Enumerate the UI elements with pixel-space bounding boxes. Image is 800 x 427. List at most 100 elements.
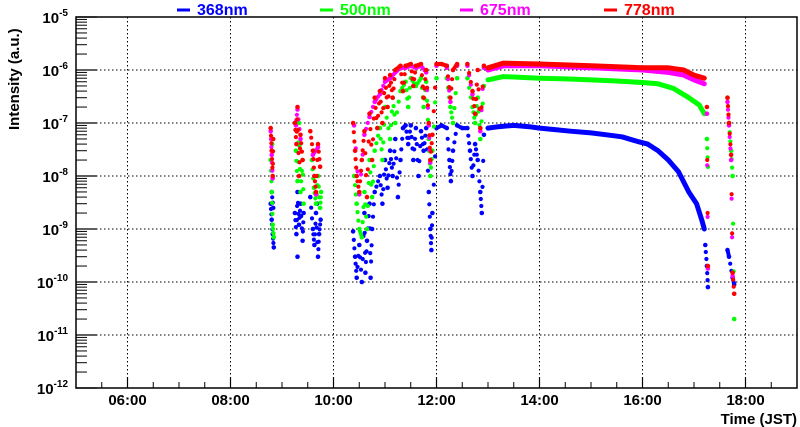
data-point	[445, 74, 451, 79]
data-point	[318, 195, 323, 200]
data-point	[406, 62, 412, 67]
data-point	[309, 142, 315, 147]
data-point	[730, 270, 735, 276]
data-point	[450, 120, 456, 126]
data-point	[428, 165, 434, 170]
data-point	[728, 152, 734, 158]
legend-label: 500nm	[340, 2, 391, 19]
data-point	[466, 133, 471, 138]
data-point	[467, 141, 472, 146]
data-point	[397, 170, 402, 175]
data-point	[392, 77, 397, 82]
data-point	[362, 132, 367, 138]
data-point	[425, 98, 430, 103]
data-point	[730, 165, 735, 170]
data-point	[474, 82, 479, 87]
data-point	[299, 214, 304, 219]
data-point	[294, 231, 299, 237]
data-point	[468, 157, 473, 162]
data-point	[431, 124, 436, 129]
data-point	[269, 217, 275, 222]
data-point	[367, 114, 372, 120]
data-point	[301, 220, 306, 225]
data-point	[423, 133, 428, 138]
data-point	[390, 95, 396, 100]
data-point	[352, 183, 358, 188]
y-tick-base: 10	[42, 10, 59, 27]
data-point	[731, 284, 736, 289]
data-point	[356, 218, 361, 223]
data-point	[391, 86, 396, 91]
y-tick-exponent: -5	[59, 8, 68, 19]
legend-item-675nm: 675nm	[460, 2, 531, 19]
data-point	[405, 104, 411, 110]
data-point	[394, 175, 400, 180]
data-point	[317, 227, 322, 232]
data-point	[431, 109, 436, 114]
data-point	[359, 279, 365, 285]
data-point	[292, 120, 298, 126]
data-point	[475, 157, 481, 163]
data-marks	[268, 60, 737, 322]
data-point	[358, 232, 364, 237]
data-point	[391, 104, 396, 109]
data-point	[295, 200, 301, 205]
data-point	[300, 229, 305, 234]
data-point	[388, 157, 394, 162]
data-point	[728, 157, 734, 163]
data-point	[360, 256, 365, 262]
legend-label: 778nm	[624, 2, 675, 19]
data-point	[295, 127, 301, 133]
data-point	[296, 173, 302, 179]
data-point	[308, 128, 313, 134]
data-point	[450, 158, 455, 163]
data-point	[369, 259, 374, 264]
data-point	[385, 185, 390, 191]
data-point	[425, 85, 430, 90]
data-point	[358, 168, 364, 173]
data-point	[318, 217, 323, 222]
data-point	[474, 152, 479, 157]
data-point	[704, 256, 709, 262]
series-trend-line	[485, 60, 707, 81]
data-point	[296, 120, 302, 126]
data-point	[378, 136, 383, 141]
data-point	[367, 111, 372, 116]
data-point	[480, 184, 485, 189]
x-tick-label: 08:00	[211, 392, 249, 409]
data-point	[725, 99, 730, 105]
data-point	[453, 63, 458, 69]
data-point	[450, 77, 455, 82]
data-point	[413, 125, 419, 131]
x-axis-title: Time (JST)	[721, 411, 797, 427]
x-tick-label: 14:00	[520, 392, 558, 409]
data-point	[478, 136, 483, 142]
data-point	[269, 152, 275, 158]
data-point	[437, 124, 442, 129]
data-point	[308, 194, 313, 200]
data-point	[270, 195, 275, 200]
data-point	[399, 147, 404, 152]
y-tick-label: 10-8	[42, 167, 68, 186]
data-point	[383, 85, 388, 90]
data-point	[427, 214, 432, 219]
data-point	[299, 179, 304, 184]
data-point	[471, 163, 476, 168]
data-point	[354, 173, 360, 179]
data-point	[271, 240, 276, 246]
legend: 368nm 500nm 675nm 778nm	[177, 2, 675, 19]
data-point	[416, 173, 421, 179]
data-point	[417, 78, 422, 83]
data-point	[269, 157, 275, 162]
data-point	[407, 129, 412, 134]
y-tick-label: 10-10	[37, 273, 69, 292]
data-point	[705, 210, 710, 216]
data-point	[725, 104, 731, 109]
data-point	[366, 139, 371, 144]
data-point	[269, 200, 275, 205]
data-point	[379, 147, 384, 152]
data-point	[731, 291, 737, 297]
data-point	[371, 202, 376, 207]
data-point	[414, 142, 419, 147]
data-point	[443, 125, 448, 130]
